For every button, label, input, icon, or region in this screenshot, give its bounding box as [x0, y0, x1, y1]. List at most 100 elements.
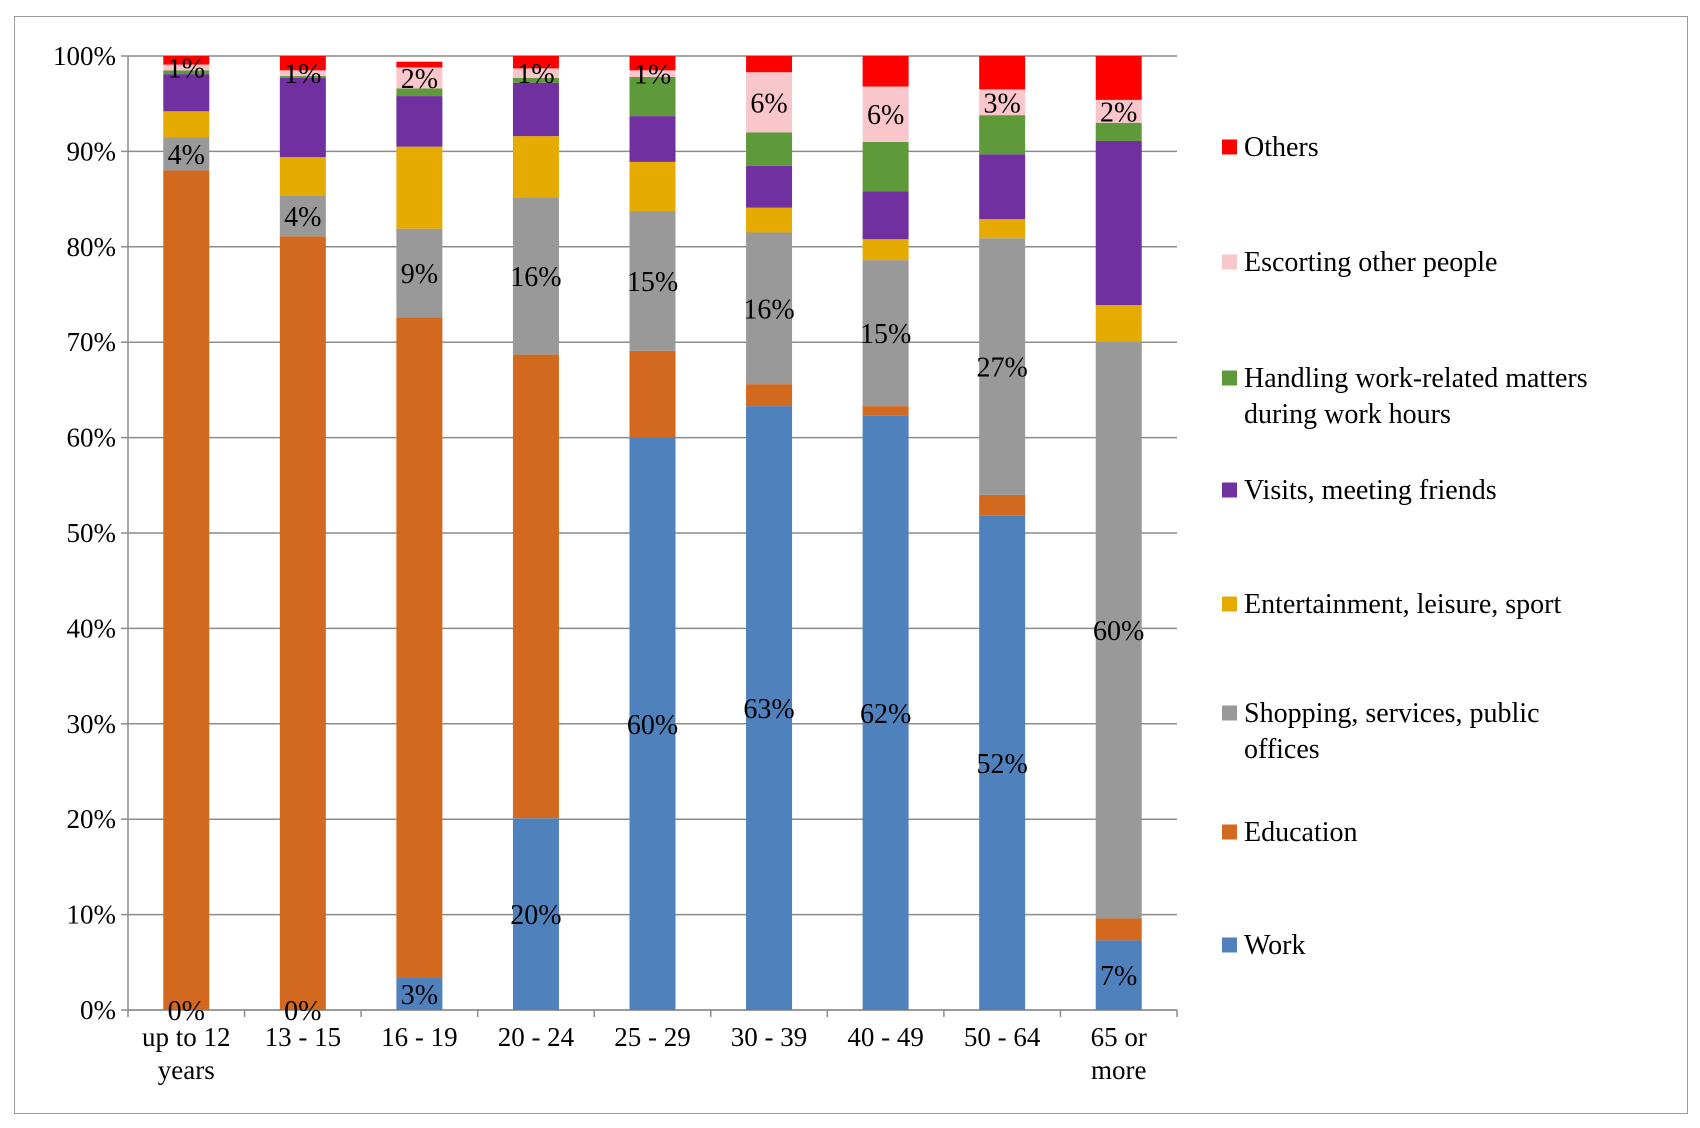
bar-shopping-services-public-offices — [163, 137, 210, 171]
bar-work — [1095, 940, 1142, 1010]
bar-entertainment-leisure-sport — [163, 111, 210, 138]
y-tick-label: 70% — [67, 327, 117, 357]
bar-visits-meeting-friends — [862, 191, 909, 240]
data-label: 4% — [284, 202, 321, 233]
bar-work — [396, 977, 443, 1010]
bar-others — [746, 56, 793, 73]
bar-escorting-other-people — [979, 89, 1026, 116]
bar-entertainment-leisure-sport — [746, 207, 793, 233]
bar-education — [279, 236, 326, 1010]
legend-label: Entertainment, leisure, sport — [1244, 589, 1561, 620]
bar-education — [1095, 918, 1142, 941]
data-label: 6% — [867, 100, 904, 131]
data-label: 16% — [743, 294, 794, 325]
data-label: 3% — [401, 980, 438, 1011]
bar-work — [979, 515, 1026, 1010]
y-tick-label: 60% — [67, 423, 117, 453]
data-label: 15% — [627, 267, 678, 298]
bar-visits-meeting-friends — [746, 165, 793, 208]
x-tick-label: 30 - 39 — [731, 1022, 808, 1052]
x-tick-label: 16 - 19 — [381, 1022, 458, 1052]
legend-label: Work — [1244, 930, 1306, 961]
bar-others — [629, 56, 676, 71]
bar-education — [862, 406, 909, 416]
bar-handling-work-related-matters-during-work-hours — [1095, 122, 1142, 141]
bar-shopping-services-public-offices — [1095, 341, 1142, 919]
bar-handling-work-related-matters-during-work-hours — [629, 76, 676, 117]
bar-escorting-other-people — [279, 70, 326, 77]
bar-entertainment-leisure-sport — [512, 136, 559, 198]
bar-handling-work-related-matters-during-work-hours — [746, 132, 793, 166]
bar-escorting-other-people — [862, 86, 909, 142]
legend-swatch — [1222, 370, 1237, 386]
legend-label: Others — [1244, 132, 1319, 163]
y-tick-label: 40% — [67, 613, 117, 643]
data-label: 20% — [510, 900, 561, 931]
bar-shopping-services-public-offices — [279, 195, 326, 237]
bar-shopping-services-public-offices — [629, 211, 676, 351]
x-tick-label: 65 or — [1091, 1022, 1147, 1052]
y-tick-label: 10% — [67, 900, 117, 930]
bar-visits-meeting-friends — [629, 116, 676, 162]
bar-others — [163, 56, 210, 65]
legend-swatch — [1222, 705, 1237, 721]
legend-swatch — [1222, 824, 1237, 840]
bar-shopping-services-public-offices — [979, 238, 1026, 495]
legend-label: during work hours — [1244, 399, 1451, 430]
x-tick-label: more — [1091, 1055, 1146, 1085]
y-tick-label: 50% — [67, 518, 117, 548]
legend-swatch — [1222, 937, 1237, 953]
y-tick-label: 90% — [67, 136, 117, 166]
legend-label: Escorting other people — [1244, 247, 1497, 278]
bar-others — [512, 56, 559, 69]
bar-shopping-services-public-offices — [512, 197, 559, 355]
bar-escorting-other-people — [396, 67, 443, 89]
bar-handling-work-related-matters-during-work-hours — [279, 76, 326, 78]
data-label: 62% — [860, 699, 911, 730]
bar-education — [979, 494, 1026, 516]
x-tick-label: 13 - 15 — [265, 1022, 342, 1052]
bar-entertainment-leisure-sport — [279, 157, 326, 196]
data-label: 9% — [401, 259, 438, 290]
data-label: 1% — [517, 59, 554, 90]
bar-visits-meeting-friends — [512, 82, 559, 137]
bar-visits-meeting-friends — [279, 77, 326, 158]
chart-frame — [14, 16, 1688, 1114]
data-label: 3% — [984, 88, 1021, 119]
data-label: 1% — [634, 60, 671, 91]
bar-work — [862, 415, 909, 1011]
legend-label: Visits, meeting friends — [1244, 475, 1497, 506]
bar-visits-meeting-friends — [1095, 140, 1142, 305]
bar-shopping-services-public-offices — [746, 232, 793, 385]
bar-visits-meeting-friends — [979, 154, 1026, 220]
data-label: 0% — [284, 996, 321, 1027]
legend-swatch — [1222, 139, 1237, 155]
bar-education — [629, 350, 676, 438]
legend-swatch — [1222, 254, 1237, 270]
legend-label: offices — [1244, 734, 1320, 765]
data-label: 15% — [860, 319, 911, 350]
bar-others — [396, 61, 443, 68]
bar-visits-meeting-friends — [396, 96, 443, 147]
legend-swatch — [1222, 482, 1237, 498]
bar-education — [396, 317, 443, 978]
x-tick-label: years — [158, 1055, 215, 1085]
y-tick-label: 80% — [67, 232, 117, 262]
bar-visits-meeting-friends — [163, 74, 210, 112]
bar-others — [1095, 56, 1142, 100]
bar-work — [512, 818, 559, 1010]
x-tick-label: 50 - 64 — [964, 1022, 1041, 1052]
bar-handling-work-related-matters-during-work-hours — [396, 88, 443, 97]
bar-entertainment-leisure-sport — [862, 239, 909, 261]
bar-work — [629, 437, 676, 1011]
bar-escorting-other-people — [512, 68, 559, 78]
bar-shopping-services-public-offices — [396, 228, 443, 318]
bar-shopping-services-public-offices — [862, 260, 909, 407]
legend-swatch — [1222, 596, 1237, 612]
bar-entertainment-leisure-sport — [396, 146, 443, 229]
y-tick-label: 20% — [67, 804, 117, 834]
data-label: 4% — [168, 140, 205, 171]
data-label: 0% — [168, 996, 205, 1027]
x-tick-label: 25 - 29 — [614, 1022, 691, 1052]
